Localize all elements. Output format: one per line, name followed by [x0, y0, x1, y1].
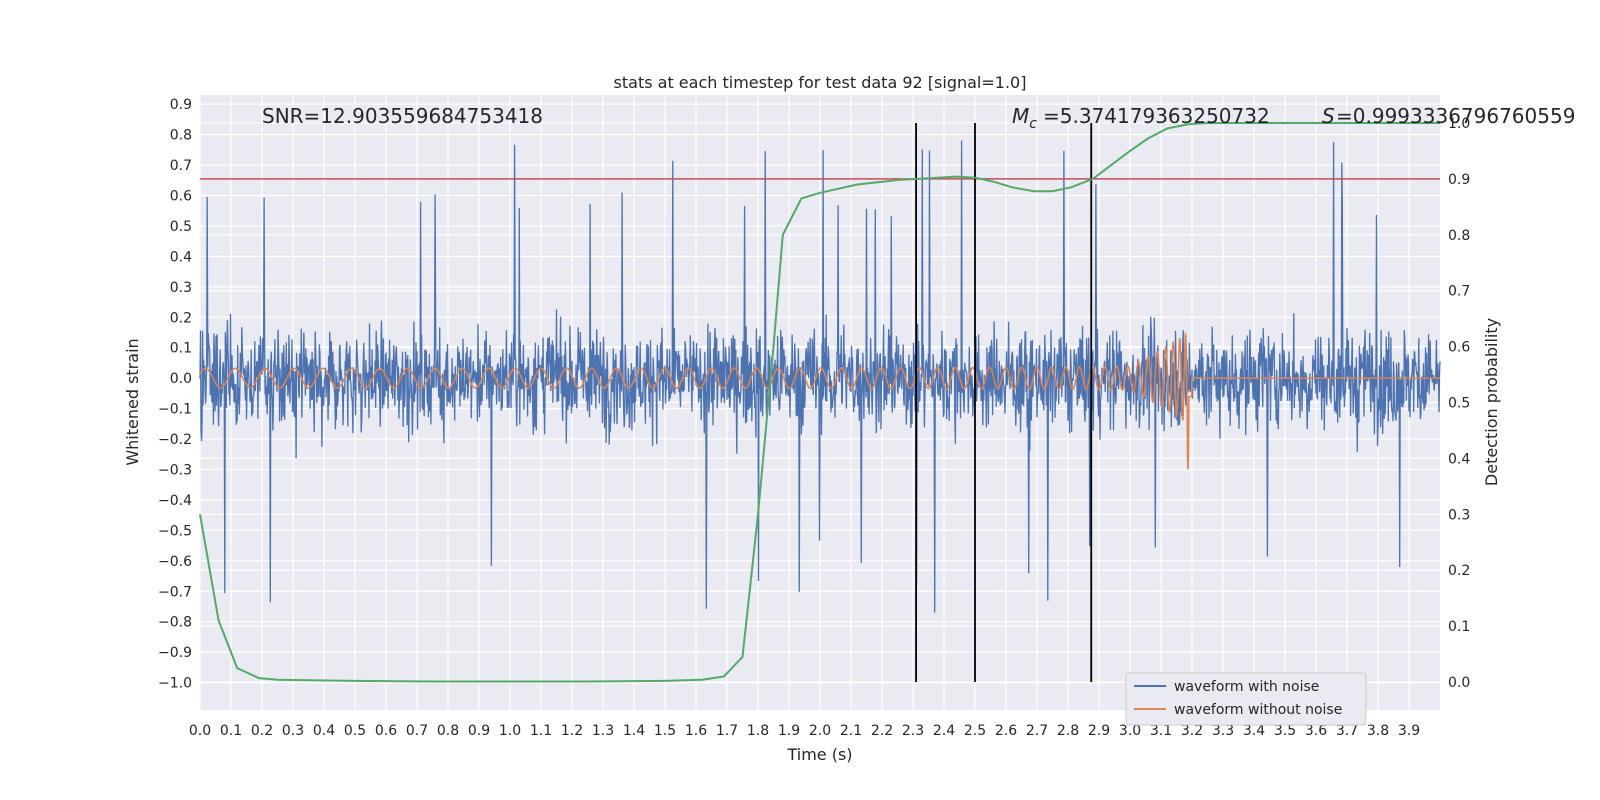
y2-tick-label: 0.3: [1448, 507, 1470, 523]
x-tick-label: 1.2: [561, 723, 583, 739]
x-tick-label: 2.2: [871, 723, 893, 739]
y-tick-label: 0.2: [170, 310, 192, 326]
legend-label-clean: waveform without noise: [1174, 702, 1342, 718]
x-tick-label: 1.4: [623, 723, 645, 739]
x-tick-label: 1.3: [592, 723, 614, 739]
x-tick-label: 3.4: [1243, 723, 1265, 739]
y2-tick-label: 0.4: [1448, 451, 1470, 467]
y-tick-label: −1.0: [158, 676, 192, 692]
x-tick-label: 0.2: [251, 723, 273, 739]
y-tick-label: 0.0: [170, 371, 192, 387]
x-tick-label: 0.4: [313, 723, 335, 739]
x-tick-label: 1.1: [530, 723, 552, 739]
x-tick-label: 2.7: [1026, 723, 1048, 739]
y2-tick-label: 0.9: [1448, 172, 1470, 188]
y2-tick-label: 0.7: [1448, 284, 1470, 300]
x-tick-label: 0.3: [282, 723, 304, 739]
x-tick-label: 0.1: [220, 723, 242, 739]
y2-axis-title: Detection probability: [1482, 318, 1501, 486]
x-tick-label: 3.6: [1305, 723, 1327, 739]
y2-tick-label: 0.8: [1448, 228, 1470, 244]
x-tick-label: 1.5: [654, 723, 676, 739]
series-detection-probability: [199, 122, 1440, 683]
legend-box: [1125, 672, 1367, 726]
y2-tick-label: 1.0: [1448, 116, 1470, 132]
x-tick-label: 2.5: [964, 723, 986, 739]
legend: waveform with noise waveform without noi…: [1125, 672, 1367, 726]
series-waveform-without-noise: [199, 332, 1440, 470]
y-tick-label: 0.8: [170, 128, 192, 144]
clean-line: [199, 332, 1440, 470]
x-tick-label: 1.6: [685, 723, 707, 739]
y-tick-label: −0.9: [158, 645, 192, 661]
x-tick-label: 3.2: [1181, 723, 1203, 739]
marker-lines: [915, 122, 1093, 683]
x-tick-label: 3.7: [1336, 723, 1358, 739]
x-tick-label: 3.3: [1212, 723, 1234, 739]
x-tick-label: 1.9: [778, 723, 800, 739]
y2-tick-label: 0.6: [1448, 340, 1470, 356]
y-tick-label: 0.7: [170, 158, 192, 174]
y-tick-labels: 0.9 0.8 0.7 0.6 0.5 0.4 0.3 0.2 0.1 0.0 −0.1 −0.2 −0…: [158, 97, 192, 691]
x-tick-label: 0.7: [406, 723, 428, 739]
x-tick-label: 2.8: [1057, 723, 1079, 739]
y-tick-label: −0.8: [158, 615, 192, 631]
x-tick-label: 0.5: [344, 723, 366, 739]
x-tick-label: 2.9: [1088, 723, 1110, 739]
s-annotation-symbol: S: [1322, 104, 1335, 128]
y-tick-label: −0.1: [158, 402, 192, 418]
x-tick-label: 2.0: [809, 723, 831, 739]
mc-annotation: =5.374179363250732: [1043, 104, 1270, 128]
noise-line: [199, 140, 1441, 613]
y-tick-label: −0.7: [158, 584, 192, 600]
x-tick-label: 1.8: [747, 723, 769, 739]
x-tick-label: 0.9: [468, 723, 490, 739]
x-tick-labels: 0.0 0.1 0.2 0.3 0.4 0.5 0.6 0.7 0.8 0.9 1.0 1.1 1.2 1…: [189, 723, 1420, 739]
series-waveform-with-noise: [199, 140, 1441, 613]
y-tick-label: 0.4: [170, 249, 192, 265]
x-tick-label: 3.1: [1150, 723, 1172, 739]
x-tick-label: 0.0: [189, 723, 211, 739]
y2-tick-label: 0.1: [1448, 619, 1470, 635]
y-tick-label: −0.3: [158, 462, 192, 478]
y-tick-label: 0.3: [170, 280, 192, 296]
y2-tick-label: 0.2: [1448, 563, 1470, 579]
s-annotation: =0.9993336796760559: [1336, 104, 1575, 128]
y2-tick-labels: 1.0 0.9 0.8 0.7 0.6 0.5 0.4 0.3 0.2 0.1 0.0: [1448, 116, 1470, 691]
legend-label-noise: waveform with noise: [1174, 679, 1319, 695]
y-tick-label: 0.1: [170, 341, 192, 357]
x-tick-label: 3.9: [1398, 723, 1420, 739]
y2-tick-label: 0.5: [1448, 396, 1470, 412]
x-axis-title: Time (s): [786, 745, 852, 764]
y-tick-label: −0.5: [158, 523, 192, 539]
chart-title: stats at each timestep for test data 92 …: [614, 73, 1027, 92]
x-tick-label: 0.6: [375, 723, 397, 739]
x-tick-label: 3.5: [1274, 723, 1296, 739]
x-tick-label: 1.0: [499, 723, 521, 739]
x-tick-label: 2.3: [902, 723, 924, 739]
x-tick-label: 3.0: [1119, 723, 1141, 739]
x-tick-label: 2.4: [933, 723, 955, 739]
x-tick-label: 2.1: [840, 723, 862, 739]
y2-tick-label: 0.0: [1448, 675, 1470, 691]
y-tick-label: 0.6: [170, 188, 192, 204]
y-tick-label: −0.2: [158, 432, 192, 448]
x-tick-label: 2.6: [995, 723, 1017, 739]
x-tick-label: 0.8: [437, 723, 459, 739]
y-axis-title: Whitened strain: [123, 338, 142, 465]
y-tick-label: 0.5: [170, 219, 192, 235]
y-tick-label: −0.6: [158, 554, 192, 570]
snr-annotation: SNR=12.903559684753418: [262, 104, 543, 128]
y-tick-label: −0.4: [158, 493, 192, 509]
x-tick-label: 3.8: [1367, 723, 1389, 739]
x-tick-label: 1.7: [716, 723, 738, 739]
y-tick-label: 0.9: [170, 97, 192, 113]
